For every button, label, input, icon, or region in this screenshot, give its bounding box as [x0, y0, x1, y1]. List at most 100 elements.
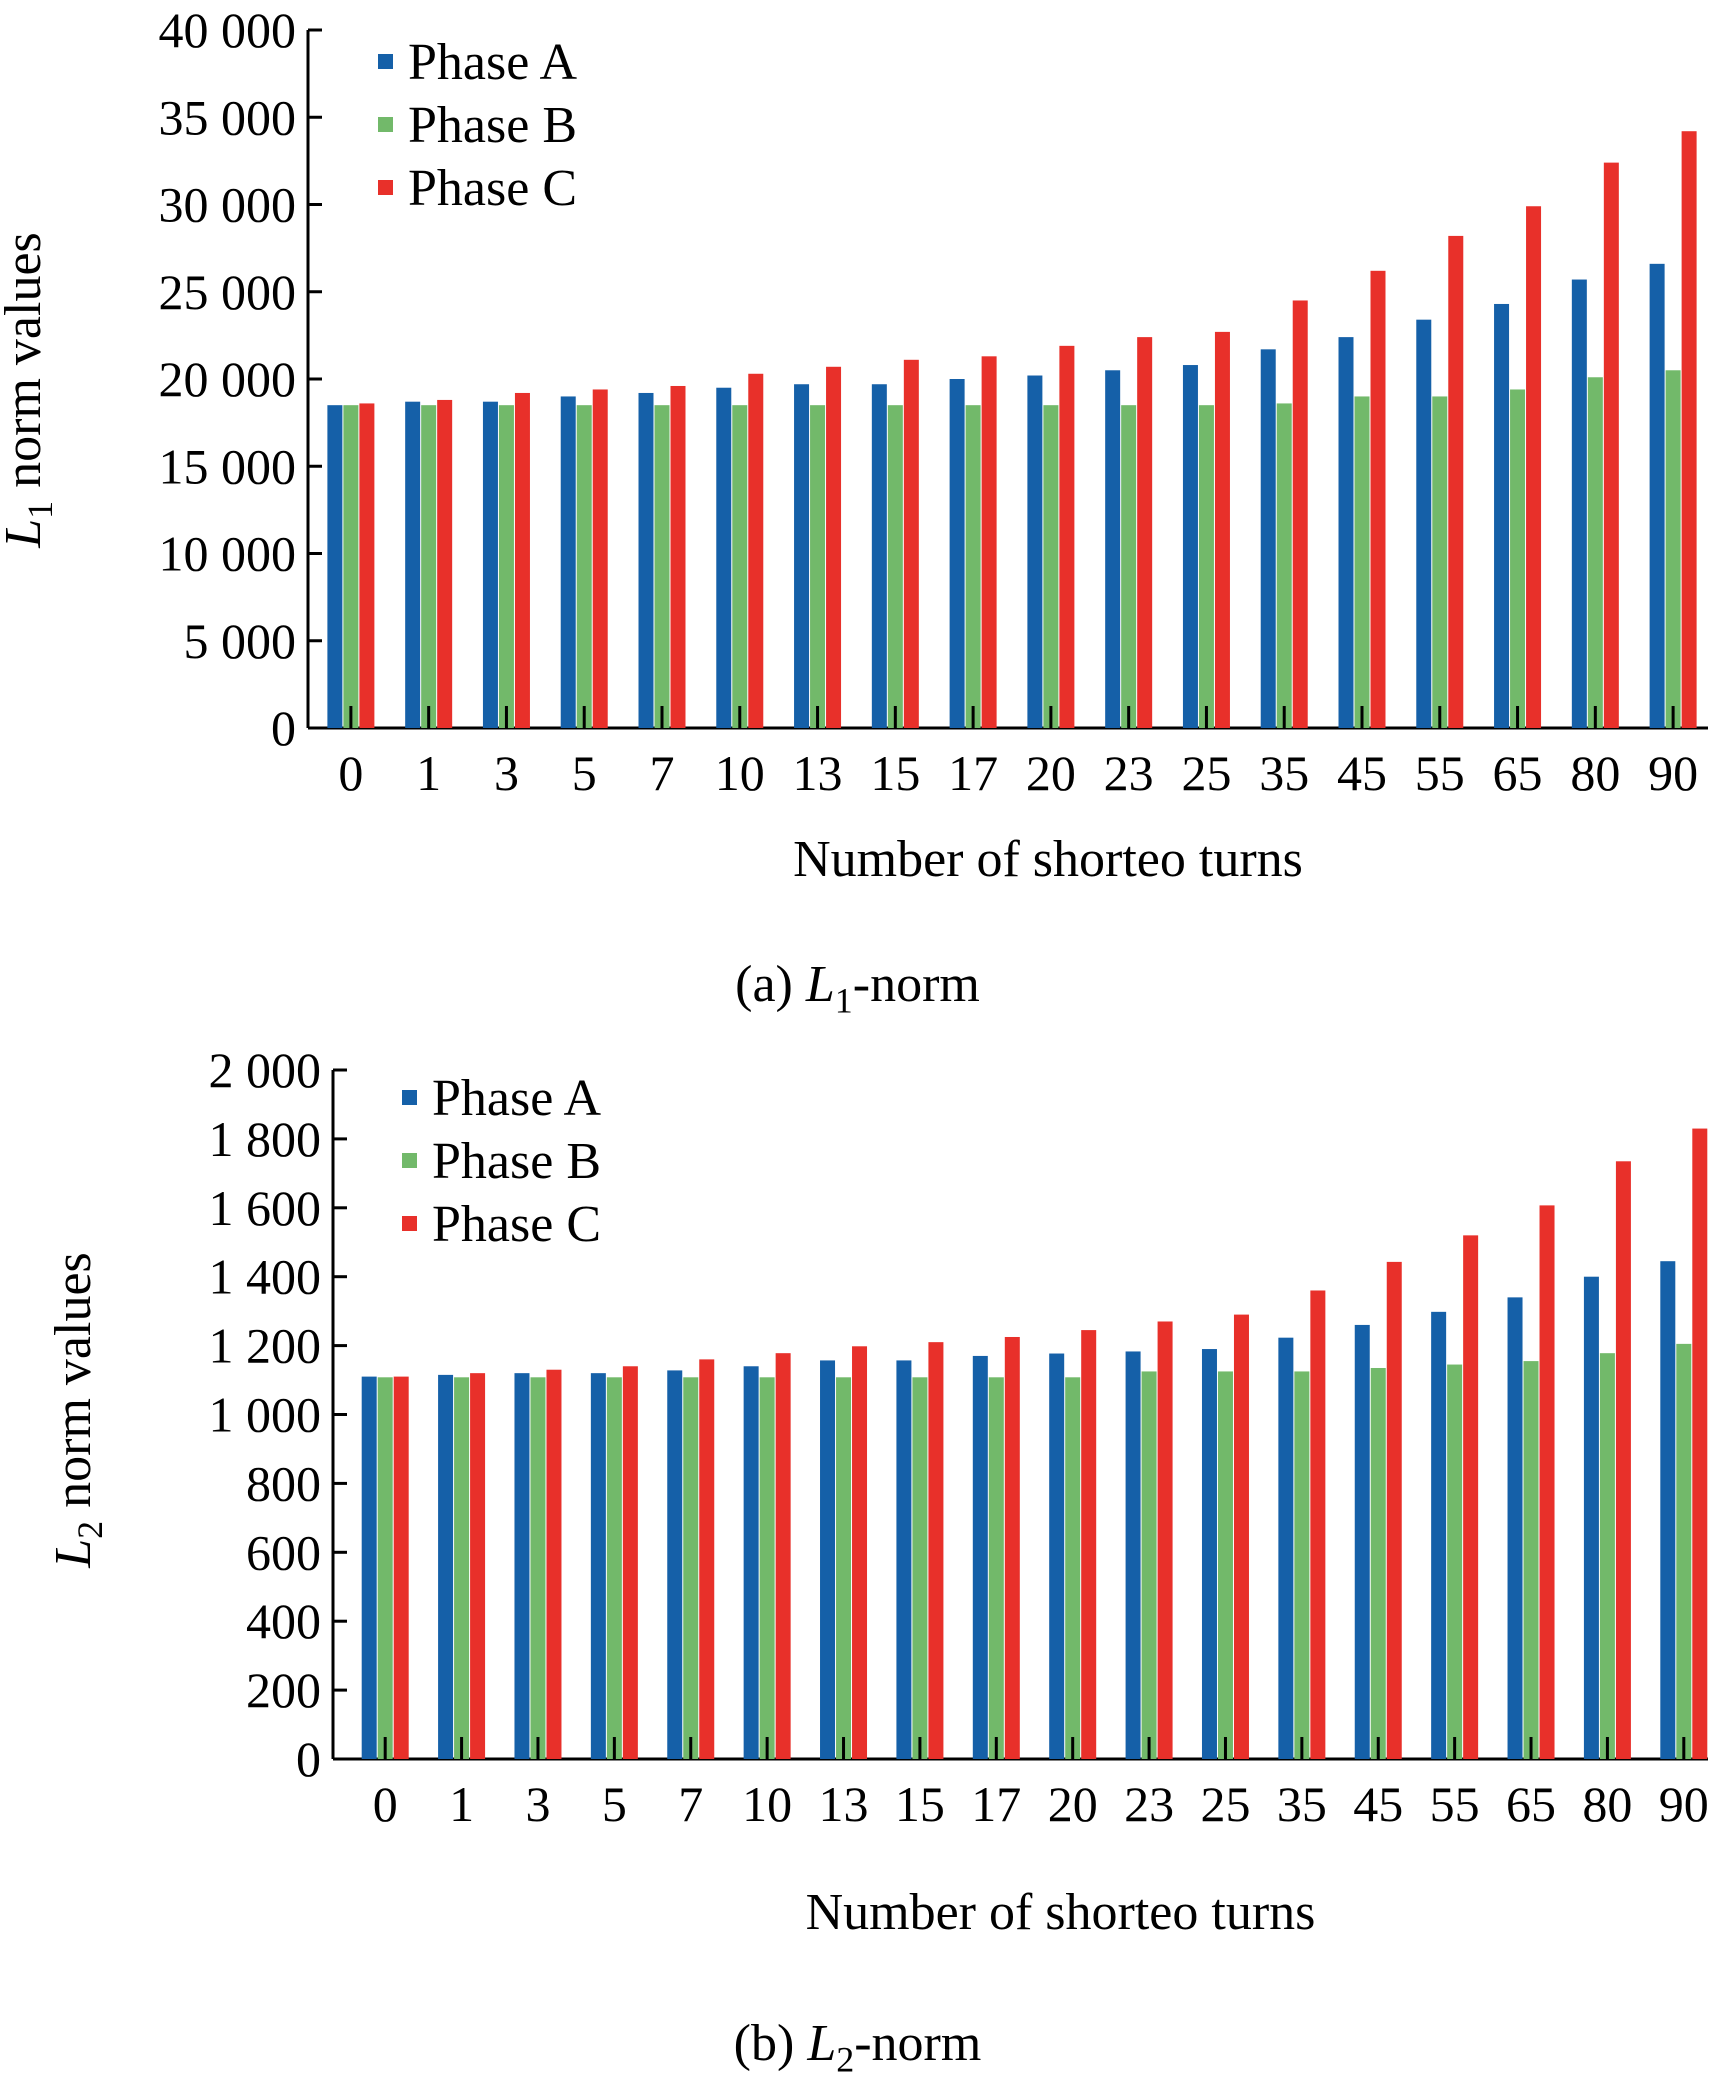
bar-phase-b — [1676, 1343, 1692, 1759]
bar-phase-b — [1065, 1377, 1081, 1759]
bar-phase-c — [1059, 345, 1075, 728]
caption-a-suffix: -norm — [852, 956, 980, 1013]
y-tick-label: 400 — [246, 1593, 321, 1649]
bar-phase-b — [759, 1377, 775, 1759]
bar-phase-b — [1043, 405, 1059, 728]
y-tick-label: 20 000 — [159, 351, 297, 407]
x-tick-label: 80 — [1570, 745, 1620, 801]
bar-phase-a — [1260, 349, 1276, 728]
bar-phase-a — [820, 1360, 836, 1759]
bar-phase-a — [949, 379, 965, 728]
bar-phase-b — [606, 1377, 622, 1759]
bar-phase-c — [592, 389, 608, 728]
bar-phase-b — [965, 405, 981, 728]
legend-label: Phase C — [408, 160, 577, 217]
bar-phase-b — [810, 405, 826, 728]
bar-phase-b — [454, 1377, 470, 1759]
bar-phase-a — [794, 384, 810, 728]
bar-phase-c — [1370, 270, 1386, 728]
bar-phase-a — [972, 1355, 988, 1759]
x-tick-label: 35 — [1259, 745, 1309, 801]
y-tick-label: 1 400 — [209, 1249, 322, 1305]
caption-b: (b) L2-norm — [0, 2014, 1715, 2080]
caption-b-prefix: (b) — [733, 2015, 808, 2072]
bar-phase-b — [530, 1377, 546, 1759]
bar-phase-a — [1201, 1349, 1217, 1759]
bar-phase-a — [590, 1373, 606, 1759]
x-tick-label: 45 — [1337, 745, 1387, 801]
bar-phase-b — [1141, 1371, 1157, 1759]
bar-phase-a — [1182, 365, 1198, 728]
bar-phase-b — [1217, 1371, 1233, 1759]
x-tick-label: 20 — [1026, 745, 1076, 801]
y-axis-label-rest: norm values — [45, 1252, 102, 1521]
bar-phase-c — [1526, 206, 1542, 728]
bar-phase-a — [1027, 375, 1043, 728]
bar-phase-c — [1448, 235, 1464, 728]
chart-panel-l1: 0 5 000 10 000 15 000 20 000 25 000 30 000 35 0… — [0, 0, 1715, 1020]
x-tick-label: 23 — [1104, 745, 1154, 801]
bar-phase-a — [743, 1366, 759, 1759]
y-tick-label: 40 000 — [159, 2, 297, 58]
x-tick-label: 3 — [494, 745, 519, 801]
bar-phase-a — [438, 1374, 454, 1759]
caption-a-sub: 1 — [834, 980, 853, 1021]
y-tick-label: 1 800 — [209, 1111, 322, 1167]
x-tick-label: 7 — [678, 1776, 703, 1832]
bar-phase-c — [437, 399, 453, 728]
bar-phase-a — [667, 1370, 683, 1759]
bar-phase-a — [1416, 319, 1432, 728]
x-tick-label: 15 — [895, 1776, 945, 1832]
bar-phase-c — [775, 1353, 791, 1759]
x-axis-label: Number of shorteo turns — [806, 1884, 1316, 1941]
caption-b-suffix: -norm — [854, 2015, 982, 2072]
bar-phase-c — [1463, 1235, 1479, 1759]
x-tick-label: 45 — [1353, 1776, 1403, 1832]
y-tick-label: 1 000 — [209, 1387, 322, 1443]
legend-swatch-phase-b — [378, 117, 393, 132]
legend-label: Phase C — [432, 1196, 601, 1253]
x-tick-label: 35 — [1277, 1776, 1327, 1832]
bar-phase-c — [1603, 162, 1619, 728]
legend-swatch-phase-a — [378, 54, 393, 69]
bar-phase-b — [683, 1377, 699, 1759]
bar-phase-c — [928, 1342, 944, 1759]
bar-phase-b — [576, 405, 592, 728]
bar-phase-b — [1510, 389, 1526, 728]
x-tick-label: 23 — [1124, 1776, 1174, 1832]
y-tick-label: 0 — [296, 1731, 321, 1787]
y-axis-label-var: L — [45, 1539, 102, 1569]
bar-phase-b — [1523, 1361, 1539, 1759]
bar-phase-b — [1599, 1353, 1615, 1759]
legend-label: Phase B — [408, 97, 577, 154]
bar-phase-c — [1539, 1205, 1555, 1759]
bar-phase-b — [654, 405, 670, 728]
y-tick-label: 30 000 — [159, 177, 297, 233]
chart-l1-norm: 0 5 000 10 000 15 000 20 000 25 000 30 000 35 0… — [0, 2, 1708, 888]
bar-phase-a — [361, 1376, 377, 1759]
bar-phase-c — [1386, 1261, 1402, 1759]
bar-phase-c — [1214, 331, 1230, 728]
y-tick-label: 0 — [271, 700, 296, 756]
x-tick-label: 5 — [572, 745, 597, 801]
bar-phase-b — [1121, 405, 1137, 728]
x-tick-label: 17 — [971, 1776, 1021, 1832]
y-axis-label-var: L — [0, 519, 52, 549]
bar-phase-c — [826, 366, 842, 728]
bar-phase-b — [887, 405, 903, 728]
y-tick-label: 25 000 — [159, 264, 297, 320]
bar-phase-c — [981, 356, 997, 728]
bar-phase-c — [748, 373, 764, 728]
bar-phase-c — [1004, 1336, 1020, 1759]
bar-phase-c — [1692, 1128, 1708, 1759]
bar-phase-b — [988, 1377, 1004, 1759]
bar-phase-c — [546, 1369, 562, 1759]
x-tick-label: 55 — [1415, 745, 1465, 801]
bar-phase-b — [343, 405, 359, 728]
bar-phase-a — [1338, 337, 1354, 728]
bar-phase-a — [1278, 1337, 1294, 1759]
bar-phase-c — [903, 359, 919, 728]
bar-phase-c — [1137, 337, 1153, 728]
bar-phase-a — [716, 387, 732, 728]
